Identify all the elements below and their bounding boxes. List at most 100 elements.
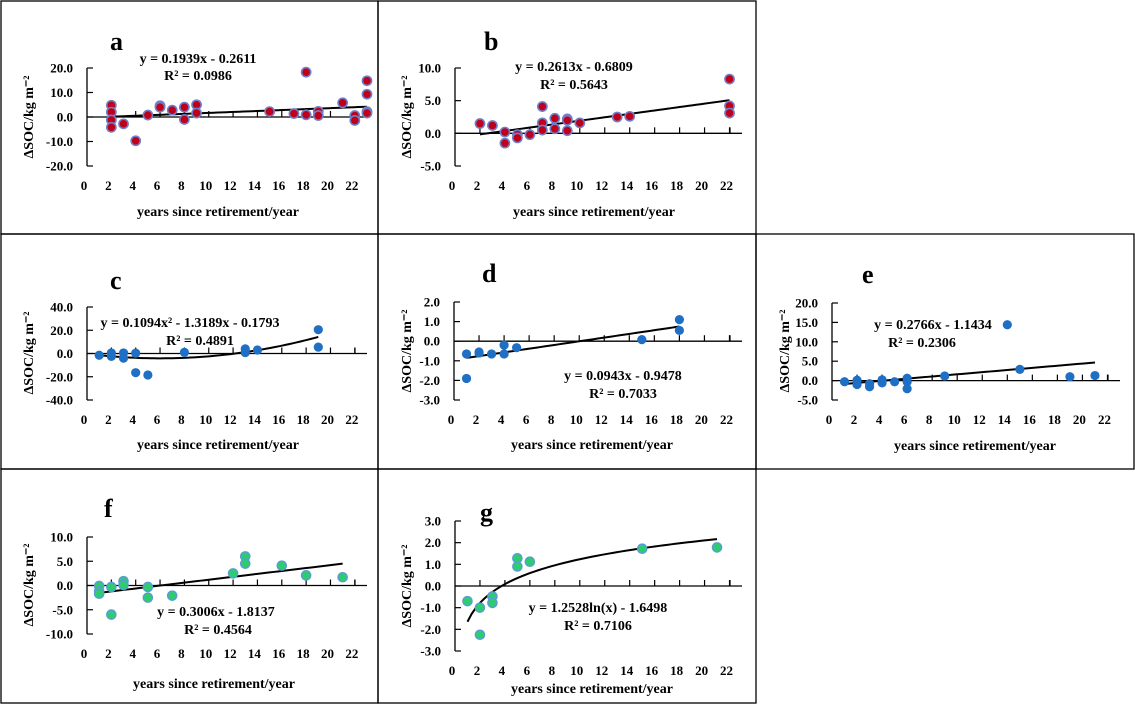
r-squared: R² = 0.7106 (564, 619, 632, 634)
y-tick-label: 10.0 (418, 61, 441, 76)
y-axis-label: ΔSOC/kg m⁻² (400, 545, 415, 628)
data-point (130, 135, 142, 147)
data-point (1090, 370, 1100, 381)
data-point (499, 349, 509, 359)
r-squared: R² = 0.5643 (540, 78, 608, 93)
x-tick-label: 18 (670, 663, 684, 678)
r-squared: R² = 0.2306 (888, 336, 956, 351)
x-tick-label: 10 (570, 412, 583, 427)
x-tick-label: 4 (129, 646, 136, 661)
data-point (902, 377, 912, 387)
data-point (461, 373, 472, 384)
y-tick-label: 1.0 (424, 314, 440, 329)
panel-b: -5.0 0.0 5.0 10.0 0 2 4 6 8 10 12 14 16 18 20 22 years s… (400, 27, 742, 220)
y-tick-label: 0.0 (802, 373, 818, 388)
x-tick-label: 4 (129, 178, 136, 193)
data-point (300, 109, 312, 121)
data-point (179, 347, 189, 357)
x-tick-label: 20 (695, 178, 708, 193)
data-point (877, 378, 887, 388)
x-tick-label: 18 (670, 178, 684, 193)
data-point (486, 349, 497, 359)
y-tick-label: -3.0 (419, 393, 440, 408)
data-point (106, 581, 117, 593)
x-tick-label: 12 (595, 663, 608, 678)
y-axis-label: ΔSOC/kg m⁻² (778, 310, 793, 393)
x-tick-label: 10 (570, 663, 583, 678)
y-tick-label: 40.0 (50, 300, 73, 315)
data-point (902, 384, 912, 394)
data-point (361, 88, 373, 100)
data-point (337, 97, 349, 109)
trendline (99, 562, 343, 594)
y-tick-label: 5.0 (57, 554, 73, 569)
trendline (99, 335, 319, 360)
y-tick-label: 10.0 (50, 85, 73, 100)
y-tick-label: 0.0 (57, 110, 73, 125)
x-tick-label: 8 (926, 412, 933, 427)
data-point (166, 104, 178, 116)
x-tick-label: 10 (948, 412, 961, 427)
data-point (536, 124, 548, 136)
data-point (142, 592, 154, 603)
data-point (462, 595, 473, 607)
data-point (118, 353, 129, 363)
x-tick-label: 10 (199, 178, 212, 193)
panel-border (755, 233, 1135, 470)
x-tick-label: 6 (523, 412, 530, 427)
data-point (118, 579, 129, 591)
data-point (674, 325, 684, 336)
x-tick-label: 6 (524, 178, 531, 193)
x-tick-label: 12 (973, 412, 986, 427)
panel-label: f (104, 494, 113, 523)
y-tick-label: -1.0 (419, 353, 440, 368)
panel-g: -3.0 -2.0 -1.0 0.0 1.0 2.0 3.0 0 2 4 6 8 10 12 14 16 18 2… (400, 498, 742, 697)
panel-label: e (862, 260, 874, 289)
x-tick-label: 10 (570, 178, 583, 193)
x-tick-label: 8 (178, 412, 185, 427)
x-tick-label: 14 (998, 412, 1012, 427)
y-tick-label: 2.0 (424, 295, 440, 310)
data-point (361, 107, 373, 119)
data-point (561, 114, 573, 126)
data-point (1002, 320, 1012, 330)
data-point (276, 560, 288, 571)
data-point (118, 118, 129, 130)
x-tick-label: 0 (81, 412, 88, 427)
y-tick-label: 2.0 (425, 535, 441, 550)
data-point (337, 571, 348, 583)
x-tick-label: 12 (224, 646, 237, 661)
data-point (461, 349, 472, 359)
y-tick-label: -20.0 (46, 159, 73, 174)
data-point (499, 137, 511, 149)
data-point (674, 315, 684, 325)
x-tick-label: 8 (178, 178, 185, 193)
x-tick-label: 18 (297, 646, 311, 661)
data-point (94, 350, 104, 360)
data-point (1015, 364, 1025, 374)
data-point (549, 123, 561, 135)
data-point (191, 107, 202, 119)
y-tick-label: -5.0 (797, 393, 818, 408)
x-tick-label: 12 (595, 412, 608, 427)
x-tick-label: 0 (81, 178, 88, 193)
r-squared: R² = 0.4564 (184, 623, 252, 638)
x-tick-label: 16 (645, 412, 659, 427)
x-tick-label: 0 (449, 178, 456, 193)
y-tick-label: 5.0 (425, 93, 441, 108)
x-tick-label: 14 (248, 646, 262, 661)
panel-label: a (110, 27, 123, 56)
x-tick-label: 12 (224, 178, 237, 193)
regression-equation: y = 0.3006x - 1.8137 (157, 605, 275, 620)
y-tick-label: -2.0 (419, 373, 440, 388)
x-axis-label: years since retirement/year (511, 682, 673, 697)
x-tick-label: 16 (272, 412, 286, 427)
x-tick-label: 20 (321, 412, 334, 427)
data-point (711, 542, 723, 553)
data-point (499, 126, 511, 138)
x-tick-label: 18 (1048, 412, 1062, 427)
data-point (166, 590, 178, 601)
x-tick-label: 22 (345, 412, 358, 427)
y-axis-label: ΔSOC/kg m⁻² (22, 76, 37, 159)
